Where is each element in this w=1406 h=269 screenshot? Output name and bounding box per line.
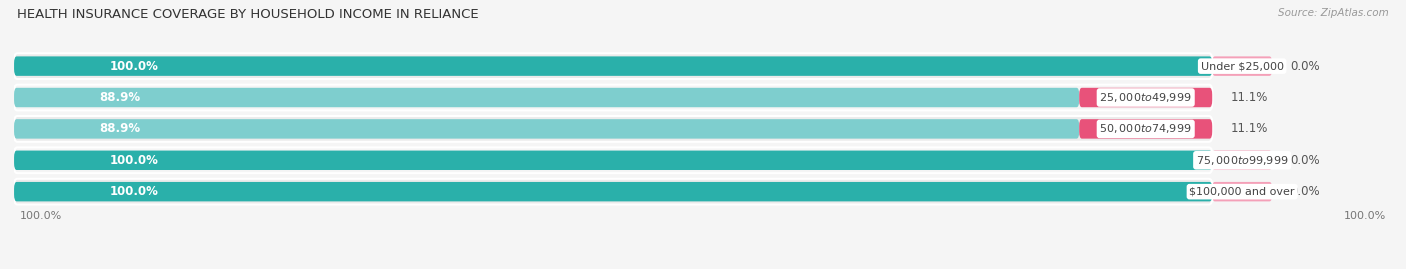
Text: 100.0%: 100.0% — [110, 185, 159, 198]
FancyBboxPatch shape — [14, 119, 1080, 139]
FancyBboxPatch shape — [14, 179, 1212, 204]
Text: 100.0%: 100.0% — [110, 60, 159, 73]
Text: HEALTH INSURANCE COVERAGE BY HOUSEHOLD INCOME IN RELIANCE: HEALTH INSURANCE COVERAGE BY HOUSEHOLD I… — [17, 8, 478, 21]
FancyBboxPatch shape — [14, 53, 1212, 79]
Text: $50,000 to $74,999: $50,000 to $74,999 — [1099, 122, 1192, 135]
Text: 0.0%: 0.0% — [1291, 185, 1320, 198]
FancyBboxPatch shape — [14, 88, 1080, 107]
FancyBboxPatch shape — [1080, 88, 1212, 107]
FancyBboxPatch shape — [14, 85, 1212, 110]
Text: 100.0%: 100.0% — [20, 211, 62, 221]
Text: Under $25,000: Under $25,000 — [1201, 61, 1284, 71]
Text: $100,000 and over: $100,000 and over — [1189, 187, 1295, 197]
FancyBboxPatch shape — [14, 151, 1212, 170]
Text: 88.9%: 88.9% — [100, 122, 141, 135]
Text: 88.9%: 88.9% — [100, 91, 141, 104]
FancyBboxPatch shape — [1080, 119, 1212, 139]
FancyBboxPatch shape — [14, 56, 1212, 76]
Text: $75,000 to $99,999: $75,000 to $99,999 — [1197, 154, 1288, 167]
FancyBboxPatch shape — [14, 182, 1212, 201]
FancyBboxPatch shape — [1212, 56, 1272, 76]
FancyBboxPatch shape — [14, 147, 1212, 173]
Text: 0.0%: 0.0% — [1291, 60, 1320, 73]
Text: 11.1%: 11.1% — [1230, 91, 1268, 104]
FancyBboxPatch shape — [1212, 182, 1272, 201]
Text: 100.0%: 100.0% — [1344, 211, 1386, 221]
Text: 11.1%: 11.1% — [1230, 122, 1268, 135]
FancyBboxPatch shape — [1212, 151, 1272, 170]
Text: 0.0%: 0.0% — [1291, 154, 1320, 167]
Text: Source: ZipAtlas.com: Source: ZipAtlas.com — [1278, 8, 1389, 18]
Text: 100.0%: 100.0% — [110, 154, 159, 167]
Text: $25,000 to $49,999: $25,000 to $49,999 — [1099, 91, 1192, 104]
FancyBboxPatch shape — [14, 116, 1212, 142]
